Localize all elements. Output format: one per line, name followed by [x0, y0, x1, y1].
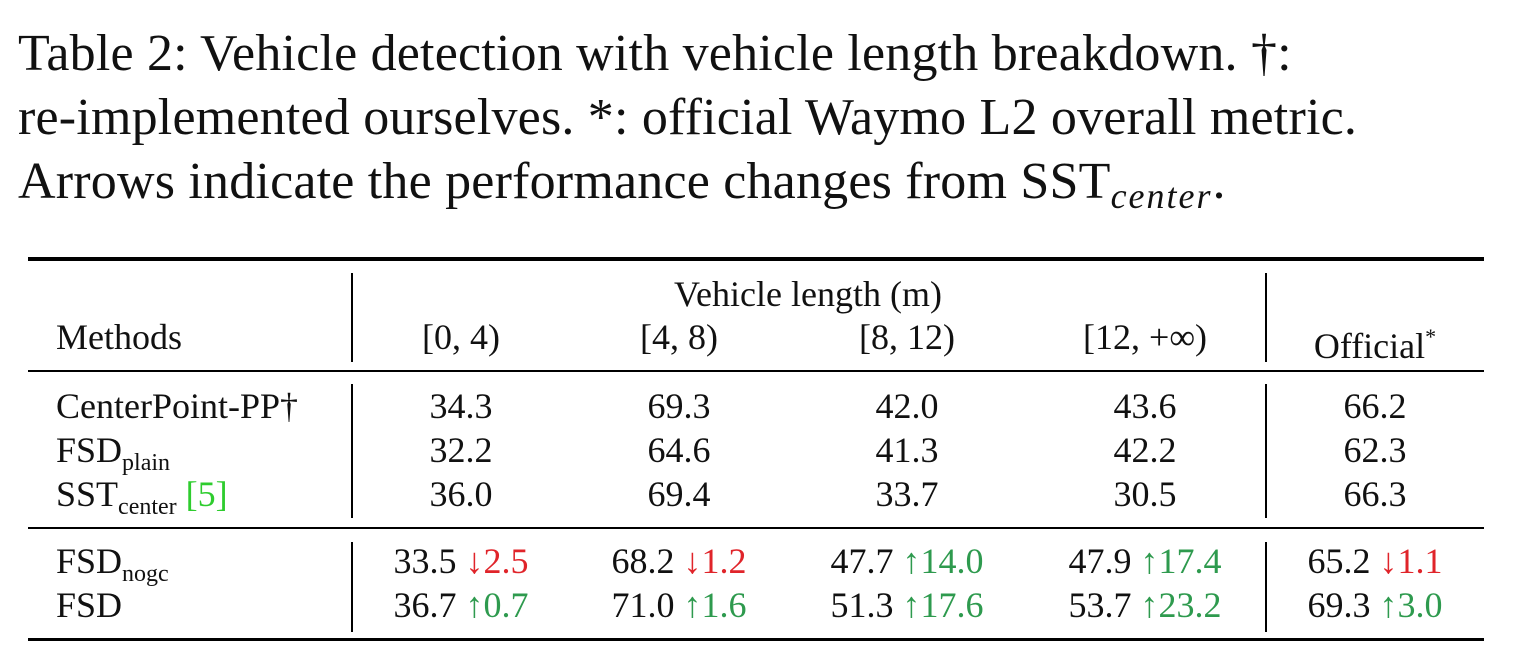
row-fsd-nogc-c3: 47.7 ↑14.0: [831, 541, 984, 581]
bottom-rule: [28, 638, 1484, 641]
caption-line-1: Table 2: Vehicle detection with vehicle …: [18, 25, 1292, 82]
value: 65.2: [1307, 541, 1371, 581]
arrow-down-icon: ↓: [1379, 541, 1398, 581]
top-rule: [28, 257, 1484, 261]
row-sst-center-c3: 33.7: [875, 474, 939, 514]
row-centerpoint-method: CenterPoint-PP†: [56, 386, 299, 426]
arrow-up-icon: ↑: [902, 585, 921, 625]
header-rule: [28, 370, 1484, 372]
row-fsd-plain-official: 62.3: [1343, 430, 1407, 470]
row-centerpoint-c1: 34.3: [429, 386, 493, 426]
row-sst-center-c2: 69.4: [647, 474, 711, 514]
delta-value: 1.2: [701, 541, 747, 581]
row-fsd-nogc-official: 65.2 ↓1.1: [1308, 541, 1443, 581]
row-fsd-method: FSD: [56, 585, 123, 625]
row-sst-center-official: 66.3: [1343, 474, 1407, 514]
row-fsd-nogc-c2: 68.2 ↓1.2: [612, 541, 747, 581]
group-header-vehicle-length: Vehicle length (m): [674, 274, 942, 314]
row-centerpoint-c2: 69.3: [647, 386, 711, 426]
value: 53.7: [1068, 585, 1132, 625]
delta-value: 14.0: [920, 541, 984, 581]
row-centerpoint-c3: 42.0: [875, 386, 939, 426]
column-header-official: Official*: [1314, 317, 1436, 366]
row-fsd-nogc-c1: 33.5 ↓2.5: [394, 541, 529, 581]
column-header-methods: Methods: [56, 317, 182, 357]
vertical-rule-left-bottom: [351, 542, 353, 632]
caption-line-3-end: .: [1212, 153, 1226, 210]
row-fsd-official: 69.3 ↑3.0: [1308, 585, 1443, 625]
delta-value: 17.6: [920, 585, 984, 625]
arrow-down-icon: ↓: [465, 541, 484, 581]
arrow-up-icon: ↑: [465, 585, 484, 625]
caption-line-2: re-implemented ourselves. *: official Wa…: [18, 89, 1358, 146]
method-name: FSD: [56, 541, 123, 581]
row-sst-center-c4: 30.5: [1113, 474, 1177, 514]
citation-link[interactable]: [5]: [185, 474, 228, 514]
section-rule: [28, 527, 1484, 529]
row-fsd-plain-c1: 32.2: [429, 430, 493, 470]
caption-line-3: Arrows indicate the performance changes …: [18, 150, 1508, 228]
value: 33.5: [393, 541, 457, 581]
column-header-0-4: [0, 4): [422, 317, 500, 357]
vertical-rule-left-body: [351, 384, 353, 518]
row-fsd-c1: 36.7 ↑0.7: [394, 585, 529, 625]
method-subscript: nogc: [122, 561, 169, 587]
row-fsd-nogc-method: FSDnogc: [56, 541, 169, 594]
arrow-up-icon: ↑: [1140, 585, 1159, 625]
official-label: Official: [1313, 326, 1426, 366]
row-centerpoint-official: 66.2: [1343, 386, 1407, 426]
column-header-8-12: [8, 12): [859, 317, 955, 357]
arrow-up-icon: ↑: [902, 541, 921, 581]
row-fsd-c2: 71.0 ↑1.6: [612, 585, 747, 625]
value: 68.2: [611, 541, 675, 581]
value: 36.7: [393, 585, 457, 625]
method-name: SST: [56, 474, 119, 514]
delta-value: 2.5: [483, 541, 529, 581]
delta-value: 17.4: [1158, 541, 1222, 581]
row-fsd-plain-method: FSDplain: [56, 430, 170, 483]
arrow-up-icon: ↑: [683, 585, 702, 625]
row-fsd-plain-c4: 42.2: [1113, 430, 1177, 470]
vertical-rule-right-bottom: [1265, 542, 1267, 632]
row-fsd-nogc-c4: 47.9 ↑17.4: [1069, 541, 1222, 581]
vertical-rule-right-header: [1265, 273, 1267, 362]
value: 47.7: [830, 541, 894, 581]
arrow-up-icon: ↑: [1379, 585, 1398, 625]
delta-value: 0.7: [483, 585, 529, 625]
column-header-12-inf: [12, +∞): [1083, 317, 1207, 357]
row-centerpoint-c4: 43.6: [1113, 386, 1177, 426]
arrow-up-icon: ↑: [1140, 541, 1159, 581]
value: 69.3: [1307, 585, 1371, 625]
delta-value: 23.2: [1158, 585, 1222, 625]
row-fsd-c3: 51.3 ↑17.6: [831, 585, 984, 625]
method-subscript: center: [118, 494, 177, 520]
official-asterisk: *: [1425, 324, 1437, 349]
caption-line-3-subscript: center: [1110, 176, 1213, 216]
row-sst-center-c1: 36.0: [429, 474, 493, 514]
table-caption: Table 2: Vehicle detection with vehicle …: [18, 22, 1508, 228]
row-fsd-c4: 53.7 ↑23.2: [1069, 585, 1222, 625]
method-subscript: plain: [122, 450, 171, 476]
delta-value: 1.6: [701, 585, 747, 625]
value: 71.0: [611, 585, 675, 625]
caption-line-3-text: Arrows indicate the performance changes …: [18, 153, 1111, 210]
value: 47.9: [1068, 541, 1132, 581]
row-fsd-plain-c3: 41.3: [875, 430, 939, 470]
column-header-4-8: [4, 8): [640, 317, 718, 357]
value: 51.3: [830, 585, 894, 625]
row-fsd-plain-c2: 64.6: [647, 430, 711, 470]
vertical-rule-right-body: [1265, 384, 1267, 518]
delta-value: 1.1: [1397, 541, 1443, 581]
row-sst-center-method: SSTcenter [5]: [56, 474, 228, 527]
arrow-down-icon: ↓: [683, 541, 702, 581]
method-name: FSD: [56, 430, 123, 470]
delta-value: 3.0: [1397, 585, 1443, 625]
vertical-rule-left-header: [351, 273, 353, 362]
